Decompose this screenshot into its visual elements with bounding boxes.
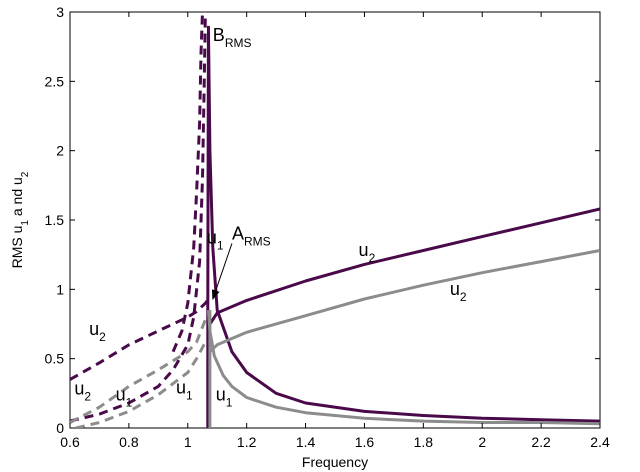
x-tick-label: 2 <box>478 434 486 450</box>
annotation-label-u1: u1 <box>216 384 233 409</box>
x-tick-label: 1 <box>184 434 192 450</box>
chart-series-group <box>70 12 600 428</box>
series-line-dark-u2-upper-dashed <box>70 298 210 381</box>
series-line-dark-spike-solid <box>206 32 210 428</box>
x-tick-label: 1.8 <box>414 434 434 450</box>
annotation-label-u1: u1 <box>207 228 224 253</box>
plot-area-frame <box>69 11 601 429</box>
y-tick-label: 1.5 <box>45 212 65 228</box>
series-line-gray-u2-solid <box>208 249 600 353</box>
x-tick-label: 1.6 <box>355 434 375 450</box>
axis-ticks-group: 0.6 0.8 1 1.2 1.4 1.6 1.8 2 2.2 2.4 0 0.5 1 1.5 2 2.5 3 <box>45 4 610 450</box>
y-tick-label: 2 <box>56 143 64 159</box>
y-axis-label: RMS u1 a nd u2 <box>9 171 31 268</box>
y-tick-label: 0 <box>56 420 64 436</box>
y-tick-label: 0.5 <box>45 351 65 367</box>
annotation-label-u2: u2 <box>74 379 91 404</box>
x-tick-label: 0.6 <box>60 434 80 450</box>
x-tick-label: 2.2 <box>531 434 551 450</box>
annotation-label-ARMS: ARMS <box>232 223 271 248</box>
x-axis-label: Frequency <box>302 454 368 470</box>
y-tick-label: 2.5 <box>45 73 65 89</box>
x-tick-label: 0.8 <box>119 434 139 450</box>
series-line-dark-u2-solid <box>208 207 600 325</box>
x-tick-label: 1.2 <box>237 434 257 450</box>
y-tick-label: 3 <box>56 4 64 20</box>
annotation-label-u2: u2 <box>359 240 376 265</box>
series-line-dark-u1-solid <box>206 25 600 423</box>
series-line-dark-u1-lower-dashed <box>70 12 207 423</box>
annotation-label-u1: u1 <box>116 384 133 409</box>
annotation-label-u2: u2 <box>89 319 106 344</box>
annotation-label-u2: u2 <box>450 279 467 304</box>
series-line-gray-u1-solid <box>206 309 600 426</box>
y-tick-label: 1 <box>56 281 64 297</box>
x-tick-label: 2.4 <box>590 434 610 450</box>
x-tick-label: 1.4 <box>296 434 316 450</box>
annotation-arrow <box>211 243 233 300</box>
annotation-group: BRMS ARMS u1 u2 u2 u2 u1 u1 u2 u1 <box>74 25 466 409</box>
annotation-label-u1: u1 <box>176 377 193 402</box>
annotation-label-BRMS: BRMS <box>213 25 252 50</box>
series-line-gray-u2-dashed <box>70 319 207 424</box>
series-line-gray-u1-dashed <box>75 341 207 428</box>
series-line-dark-resonance-dashed <box>171 12 204 353</box>
